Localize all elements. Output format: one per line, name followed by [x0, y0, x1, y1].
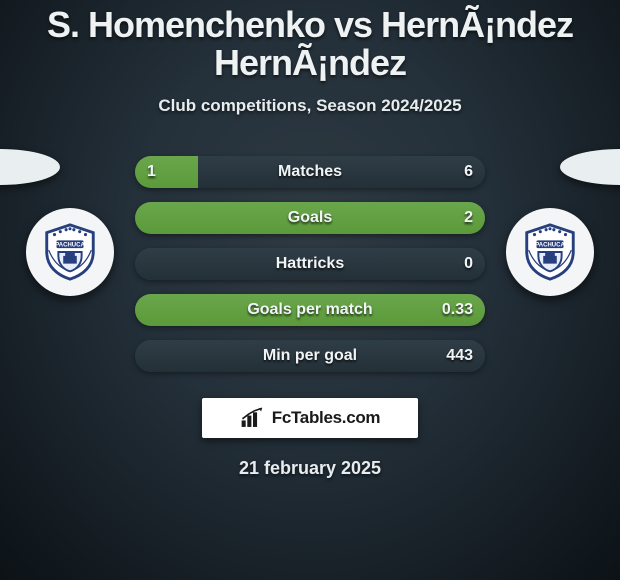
title-text: S. Homenchenko vs HernÃ¡ndez HernÃ¡ndez	[47, 4, 573, 83]
stat-bar-label: Goals	[135, 202, 485, 234]
branding-panel: FcTables.com	[202, 398, 418, 438]
comparison-bars: Matches1 6 Goals2 Hattricks0 Goals per match…	[135, 156, 485, 372]
svg-text:PACHUCA: PACHUCA	[55, 242, 85, 248]
stat-bar-label: Goals per match	[135, 294, 485, 326]
page-title: S. Homenchenko vs HernÃ¡ndez HernÃ¡ndez	[0, 0, 620, 82]
stat-bar: Matches1 6	[135, 156, 485, 188]
stat-bar-left-value: 1	[147, 156, 156, 188]
stat-bar-right-value: 443	[446, 340, 473, 372]
stat-bar-right-value: 2	[464, 202, 473, 234]
right-player-ellipse	[560, 149, 620, 185]
stat-bar: Goals2	[135, 202, 485, 234]
fctables-logo-icon	[240, 407, 266, 429]
pachuca-crest-icon: PACHUCA	[519, 221, 581, 283]
subtitle: Club competitions, Season 2024/2025	[0, 96, 620, 116]
stat-bar-label: Matches	[135, 156, 485, 188]
stat-bar-label: Hattricks	[135, 248, 485, 280]
pachuca-crest-icon: PACHUCA	[39, 221, 101, 283]
comparison-arena: PACHUCA PACHUCA	[0, 144, 620, 374]
stat-bar-right-value: 0.33	[442, 294, 473, 326]
left-club-badge: PACHUCA	[26, 208, 114, 296]
svg-text:PACHUCA: PACHUCA	[535, 242, 565, 248]
stat-bar: Goals per match0.33	[135, 294, 485, 326]
stat-bar: Hattricks0	[135, 248, 485, 280]
stat-bar-right-value: 6	[464, 156, 473, 188]
right-club-badge: PACHUCA	[506, 208, 594, 296]
generated-date: 21 february 2025	[0, 458, 620, 479]
stat-bar-right-value: 0	[464, 248, 473, 280]
stat-bar: Min per goal443	[135, 340, 485, 372]
left-player-ellipse	[0, 149, 60, 185]
stat-bar-label: Min per goal	[135, 340, 485, 372]
branding-text: FcTables.com	[272, 408, 381, 428]
